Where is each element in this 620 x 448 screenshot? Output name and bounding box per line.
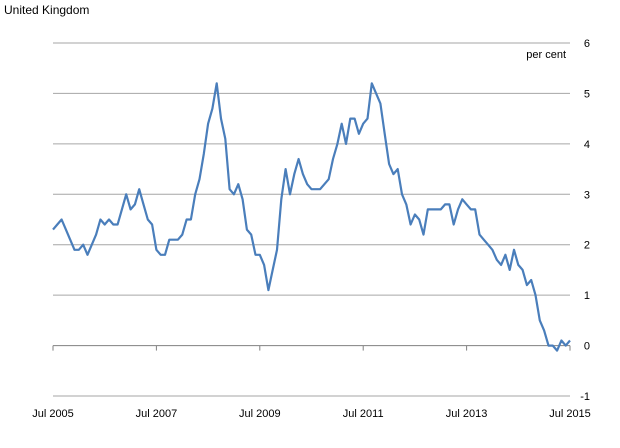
x-tick-label: Jul 2007 bbox=[136, 408, 178, 420]
series-line bbox=[52, 82, 571, 352]
y-tick-label: 2 bbox=[584, 240, 590, 252]
y-tick-label: 6 bbox=[584, 38, 590, 50]
y-tick-label: 4 bbox=[584, 139, 590, 151]
y-tick-label: -1 bbox=[580, 391, 590, 403]
unit-label: per cent bbox=[526, 49, 566, 61]
x-tick-label: Jul 2005 bbox=[32, 408, 74, 420]
x-tick-labels: Jul 2005 Jul 2007 Jul 2009 Jul 2011 Jul 2013… bbox=[32, 408, 591, 420]
region-label: United Kingdom bbox=[4, 3, 90, 17]
x-tick-label: Jul 2009 bbox=[239, 408, 281, 420]
y-tick-label: 3 bbox=[584, 189, 590, 201]
y-tick-label: 5 bbox=[584, 88, 590, 100]
x-tick-label: Jul 2011 bbox=[343, 408, 384, 420]
gridlines bbox=[52, 42, 571, 397]
y-tick-label: 0 bbox=[584, 341, 590, 353]
y-tick-label: 1 bbox=[584, 290, 590, 302]
y-tick-labels: 6 5 4 3 2 1 0 -1 bbox=[580, 38, 590, 403]
x-tick-label: Jul 2013 bbox=[446, 408, 488, 420]
x-tick-label: Jul 2015 bbox=[549, 408, 591, 420]
series-layer bbox=[52, 82, 571, 352]
